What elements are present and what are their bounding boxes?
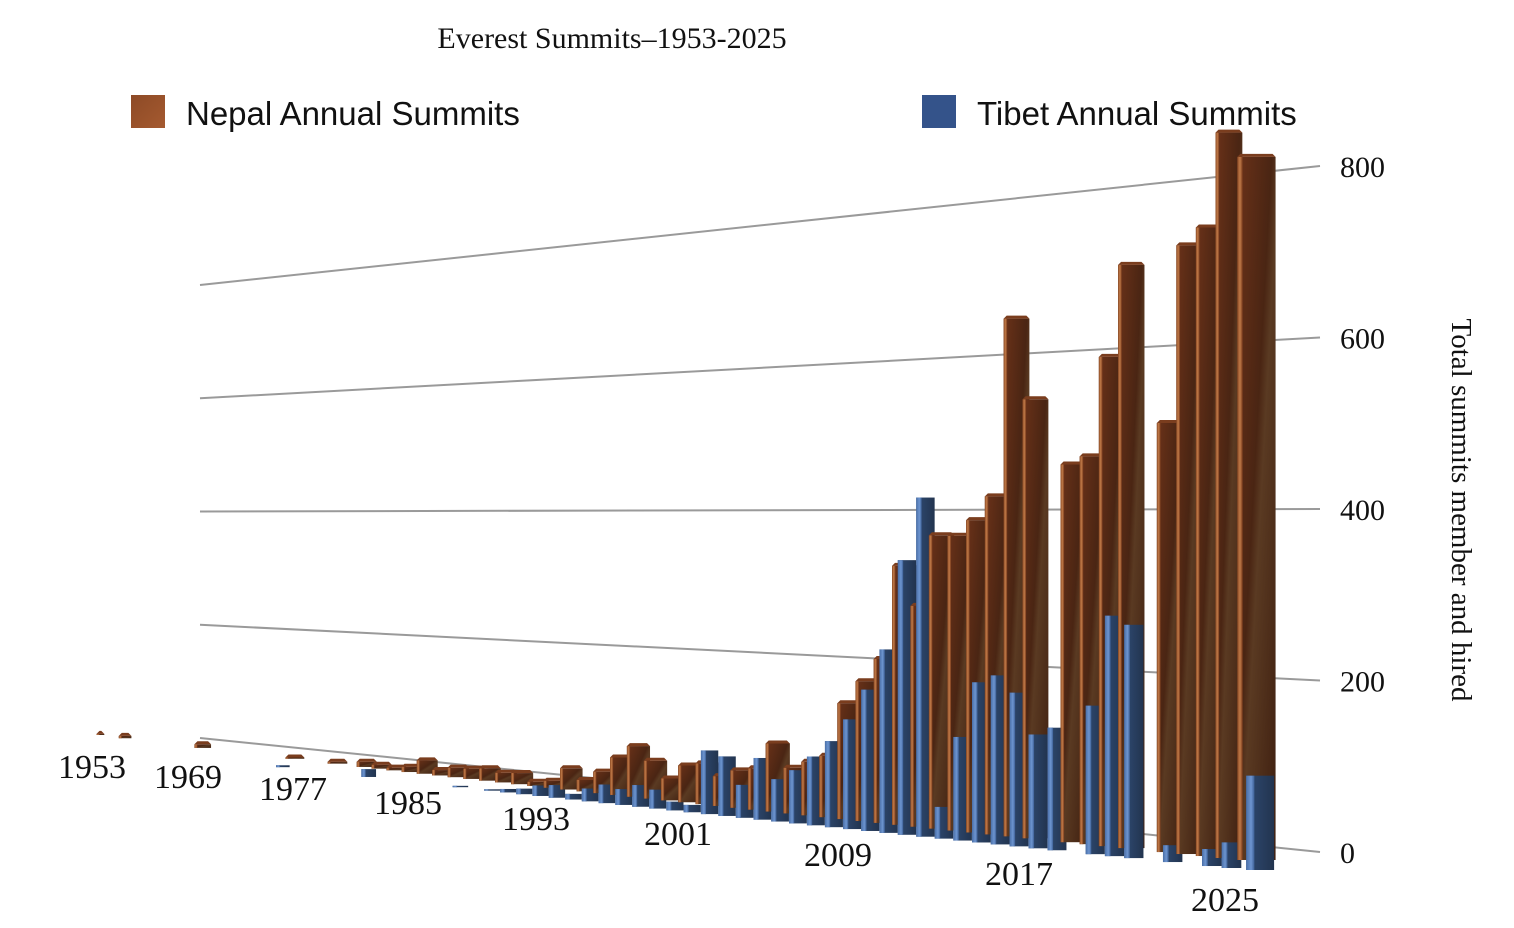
x-tick-label: 1953 <box>58 749 126 786</box>
x-tick-label: 1969 <box>154 759 222 796</box>
gridline-400 <box>199 508 1321 513</box>
x-tick-label: 1985 <box>374 785 442 822</box>
bar-tibet-1984 <box>500 788 517 793</box>
x-tick-label: 2025 <box>1191 882 1259 919</box>
y-tick-label: 400 <box>1340 494 1385 527</box>
gridline-200 <box>199 623 1321 682</box>
legend-swatch-nepal <box>131 95 165 128</box>
y-tick-label: 600 <box>1340 323 1385 356</box>
bar-nepal-1975 <box>356 758 377 767</box>
bar-nepal-1953 <box>96 730 105 735</box>
legend-swatch-tibet <box>922 95 956 128</box>
y-axis-ticks: 0 200 400 600 800 <box>1340 151 1385 870</box>
gridline-800 <box>199 165 1321 286</box>
bar-nepal-1970 <box>285 754 305 759</box>
bar-tibet-2014 <box>1028 734 1048 849</box>
bar-nepal-1985 <box>511 770 534 785</box>
bar-nepal-1973 <box>327 758 348 764</box>
x-tick-label: 2001 <box>644 816 712 853</box>
bar-tibet-1981 <box>452 785 469 788</box>
bar-tibet-1975 <box>361 769 377 777</box>
x-axis-ticks: 1953 1969 1977 1985 1993 2001 2009 2017 2025 <box>58 749 1259 919</box>
legend-label-tibet: Tibet Annual Summits <box>977 95 1297 132</box>
bar-nepal-2025 <box>1237 153 1276 861</box>
bars <box>96 129 1276 870</box>
bar-nepal-1984 <box>495 769 517 783</box>
bar-tibet-1969 <box>276 765 290 768</box>
legend-label-nepal: Nepal Annual Summits <box>186 95 520 132</box>
bar-tibet-1986 <box>532 785 549 796</box>
bar-nepal-1981 <box>447 764 469 778</box>
bar-tibet-2024 <box>1221 842 1242 869</box>
y-tick-label: 800 <box>1340 151 1385 184</box>
bar-tibet-1983 <box>484 789 500 791</box>
gridlines <box>199 165 1321 853</box>
gridline-600 <box>199 336 1321 400</box>
bar-tibet-2019 <box>1124 624 1144 859</box>
chart-title: Everest Summits–1953-2025 <box>437 22 786 55</box>
bar-tibet-2025 <box>1246 775 1275 870</box>
bar-tibet-1995 <box>683 804 701 813</box>
bar-tibet-1985 <box>516 788 533 795</box>
y-tick-label: 0 <box>1340 837 1355 870</box>
bar-tibet-1988 <box>565 793 582 800</box>
y-axis-label: Total summits member and hired <box>1445 319 1477 702</box>
x-tick-label: 2017 <box>985 856 1053 893</box>
x-tick-label: 1977 <box>259 771 327 808</box>
bar-nepal-1976 <box>371 761 392 769</box>
bar-nepal-1956 <box>118 732 132 739</box>
bar-nepal-1982 <box>463 765 485 779</box>
bar-tibet-1994 <box>666 801 684 811</box>
x-tick-label: 1993 <box>502 801 570 838</box>
x-tick-label: 2009 <box>804 837 872 874</box>
bar-nepal-1963 <box>194 741 212 748</box>
y-tick-label: 200 <box>1340 666 1385 699</box>
legend: Nepal Annual Summits Tibet Annual Summit… <box>131 95 1297 132</box>
